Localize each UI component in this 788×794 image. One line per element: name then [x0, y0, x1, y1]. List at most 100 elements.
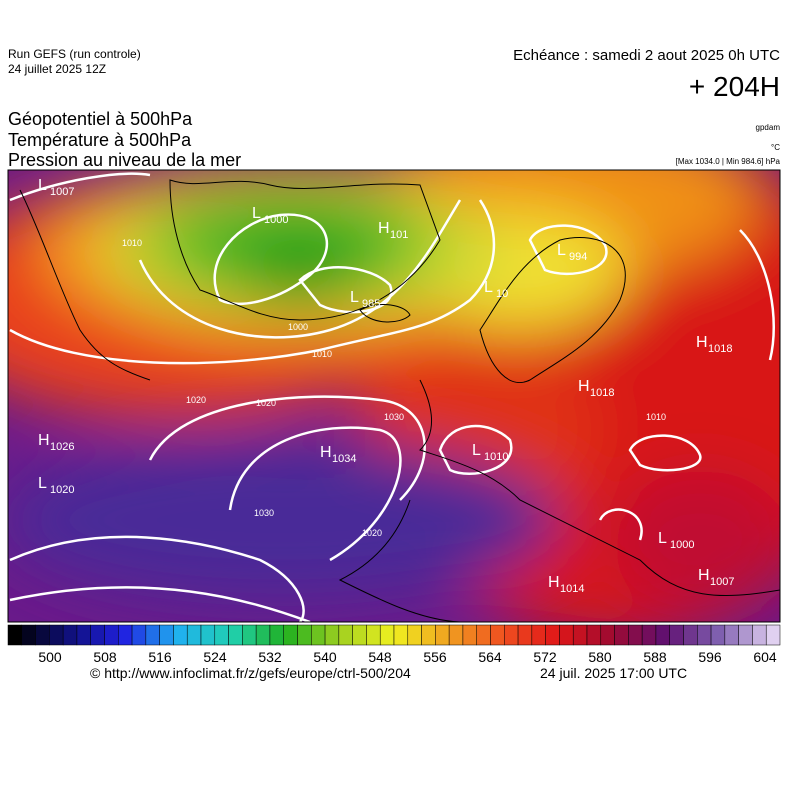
isobar-label: 1000: [288, 322, 308, 332]
colorbar-tick-label: 500: [38, 649, 62, 665]
pressure-range: [Max 1034.0 | Min 984.6] hPa: [676, 157, 781, 166]
colorbar-cell: [476, 624, 491, 646]
center-value: 101: [390, 229, 408, 241]
run-name: Run GEFS (run controle): [8, 47, 141, 61]
center-value: 1014: [560, 583, 584, 595]
colorbar-cell: [269, 624, 284, 646]
colorbar-cell: [7, 624, 23, 646]
colorbar-cell: [586, 624, 602, 646]
unit-temp: °C: [771, 143, 780, 152]
center-letter: H: [578, 378, 590, 395]
colorbar-cell: [559, 624, 574, 646]
colorbar-cell: [228, 624, 243, 646]
colorbar-cell: [421, 624, 436, 646]
title-3: Pression au niveau de la mer: [8, 150, 241, 170]
center-value: 1018: [708, 343, 732, 355]
colorbar-cell: [765, 624, 781, 646]
center-value: 1010: [484, 451, 508, 463]
center-letter: L: [484, 279, 493, 296]
colorbar-cell: [641, 624, 657, 646]
colorbar-cell: [118, 624, 133, 646]
colorbar-cell: [352, 624, 367, 646]
colorbar-cell: [90, 624, 105, 646]
colorbar-cell: [104, 624, 119, 646]
center-value: 1026: [50, 441, 74, 453]
colorbar-cell: [710, 624, 726, 646]
isobars: [9, 172, 775, 622]
colorbar-cell: [407, 624, 422, 646]
colorbar-cell: [614, 624, 629, 646]
center-value: 1034: [332, 453, 356, 465]
colorbar-cell: [655, 624, 670, 646]
colorbar-cell: [255, 624, 271, 646]
center-letter: L: [350, 289, 359, 306]
colorbar-cell: [462, 624, 477, 646]
colorbar-cell: [393, 624, 409, 646]
colorbar-tick-label: 532: [258, 649, 282, 665]
colorbar-cell: [49, 624, 64, 646]
colorbar-tick-label: 604: [753, 649, 777, 665]
run-date: 24 juillet 2025 12Z: [8, 62, 106, 76]
colorbar-cell: [21, 624, 36, 646]
center-letter: L: [557, 242, 566, 259]
colorbar-cell: [173, 624, 188, 646]
generated: 24 juil. 2025 17:00 UTC: [540, 665, 687, 681]
colorbar-cell: [600, 624, 615, 646]
isobar-label: 1030: [384, 412, 404, 422]
map-frame: [7, 169, 781, 623]
colorbar-cell: [145, 624, 160, 646]
center-letter: H: [548, 574, 560, 591]
colorbar-tick-label: 524: [203, 649, 227, 665]
center-value: 985: [362, 298, 380, 310]
colorbar-cell: [683, 624, 698, 646]
colorbar-tick-label: 596: [698, 649, 722, 665]
colorbar-cell: [200, 624, 216, 646]
colorbar-cell: [214, 624, 229, 646]
colorbar-cell: [186, 624, 202, 646]
colorbar-cell: [311, 624, 326, 646]
colorbar-cell: [435, 624, 450, 646]
colorbar-cell: [131, 624, 147, 646]
valid-time: Echéance : samedi 2 aout 2025 0h UTC: [513, 47, 780, 64]
colorbar-cell: [531, 624, 546, 646]
colorbar-cell: [159, 624, 174, 646]
center-value: 10: [496, 288, 508, 300]
lead-time: + 204H: [689, 71, 780, 102]
colorbar-cell: [324, 624, 340, 646]
colorbar-cell: [572, 624, 588, 646]
isobar-label: 1020: [362, 528, 382, 538]
center-letter: L: [38, 475, 47, 492]
center-letter: L: [658, 530, 667, 547]
colorbar-tick-label: 556: [423, 649, 447, 665]
isobar-label: 1010: [646, 412, 666, 422]
colorbar-tick-label: 588: [643, 649, 667, 665]
colorbar-cell: [283, 624, 298, 646]
center-letter: H: [38, 432, 50, 449]
center-value: 1007: [710, 576, 734, 588]
source: © http://www.infoclimat.fr/z/gefs/europe…: [90, 665, 411, 681]
colorbar-cell: [697, 624, 712, 646]
center-letter: L: [252, 205, 261, 222]
center-value: 1000: [264, 214, 288, 226]
colorbar-tick-label: 580: [588, 649, 612, 665]
colorbar-cell: [242, 624, 257, 646]
isobar-label: 1020: [186, 395, 206, 405]
colorbar-tick-label: 564: [478, 649, 502, 665]
colorbar-tick-label: 540: [313, 649, 337, 665]
colorbar-cell: [738, 624, 753, 646]
center-letter: L: [472, 442, 481, 459]
colorbar-cell: [490, 624, 505, 646]
colorbar-tick-label: 548: [368, 649, 392, 665]
center-letter: L: [38, 177, 47, 194]
colorbar-cell: [297, 624, 312, 646]
isobar-label: 1020: [256, 398, 276, 408]
center-value: 994: [569, 251, 587, 263]
center-value: 1018: [590, 387, 614, 399]
colorbar-cell: [379, 624, 395, 646]
center-value: 1000: [670, 539, 694, 551]
colorbar-cell: [366, 624, 381, 646]
center-letter: H: [696, 334, 708, 351]
isobar-label: 1030: [254, 508, 274, 518]
colorbar-cell: [724, 624, 739, 646]
